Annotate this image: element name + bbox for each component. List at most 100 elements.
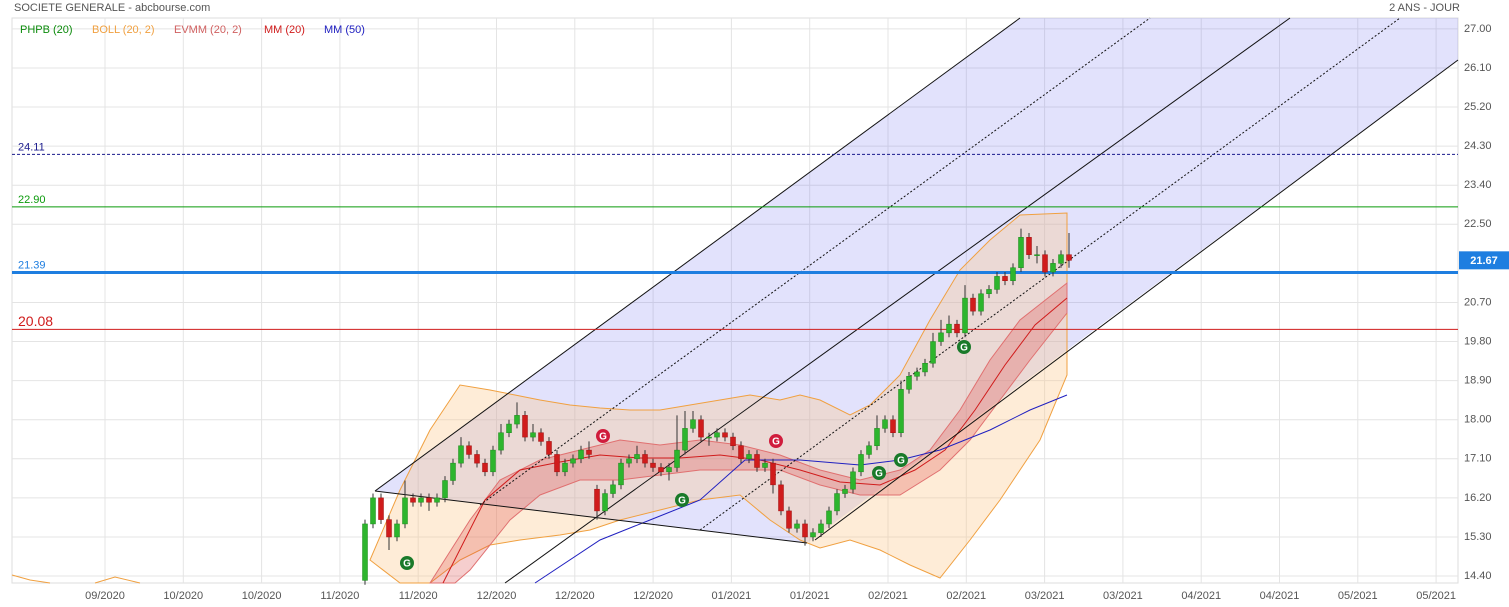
candle-body	[986, 289, 992, 295]
candle-body	[1034, 254, 1040, 256]
signal-label: G	[772, 437, 780, 448]
candle-body	[978, 293, 984, 312]
signal-marker	[872, 466, 886, 480]
x-tick-label: 10/2020	[163, 590, 203, 602]
candle-body	[930, 341, 936, 364]
x-tick-label: 05/2021	[1416, 590, 1456, 602]
candle-body	[1050, 263, 1056, 273]
y-tick-label: 18.00	[1464, 414, 1492, 426]
candle-body	[362, 523, 368, 581]
candle-body	[810, 532, 816, 538]
signal-marker	[596, 429, 610, 443]
candle-body	[1026, 237, 1032, 255]
candle-body	[602, 493, 608, 512]
candle-body	[842, 488, 848, 494]
candle-body	[410, 497, 416, 503]
channel-upper	[374, 17, 1021, 492]
x-tick-label: 10/2020	[242, 590, 282, 602]
candle-body	[906, 376, 912, 390]
signal-marker	[400, 556, 414, 570]
signal-marker	[675, 493, 689, 507]
candle-body	[706, 436, 712, 439]
candle-body	[970, 297, 976, 312]
candle-body	[858, 454, 864, 473]
y-tick-label: 20.70	[1464, 296, 1492, 308]
x-tick-label: 01/2021	[712, 590, 752, 602]
candle-body	[786, 510, 792, 529]
legend-entry: MM (20)	[264, 24, 305, 36]
candle-body	[402, 497, 408, 525]
candle-body	[1010, 267, 1016, 281]
candle-body	[634, 454, 640, 460]
candle-body	[1002, 276, 1008, 281]
candle-body	[610, 484, 616, 494]
x-tick-label: 12/2020	[633, 590, 673, 602]
signal-marker	[894, 453, 908, 467]
x-tick-label: 12/2020	[555, 590, 595, 602]
level-label: 21.39	[18, 259, 46, 271]
candle-body	[498, 432, 504, 451]
candle-body	[778, 484, 784, 512]
signal-marker	[769, 434, 783, 448]
x-tick-label: 02/2021	[868, 590, 908, 602]
last-price-box	[1459, 251, 1509, 270]
y-tick-label: 22.50	[1464, 218, 1492, 230]
candle-body	[626, 458, 632, 464]
candle-body	[922, 363, 928, 373]
candle-body	[770, 462, 776, 486]
candle-body	[914, 371, 920, 377]
candle-body	[1058, 254, 1064, 264]
candle-body	[450, 462, 456, 481]
candle-body	[834, 493, 840, 512]
level-label: 22.90	[18, 194, 46, 206]
candle-body	[618, 462, 624, 486]
signal-label: G	[403, 559, 411, 570]
channel-dotted	[699, 17, 1401, 531]
candle-body	[1042, 254, 1048, 273]
candle-body	[994, 276, 1000, 290]
signal-label: G	[897, 456, 905, 467]
y-tick-label: 18.90	[1464, 375, 1492, 387]
plot-area	[11, 17, 1459, 584]
signal-marker	[957, 340, 971, 354]
candle-body	[794, 523, 800, 529]
candle-body	[882, 419, 888, 429]
candle-body	[730, 436, 736, 447]
candle-body	[442, 480, 448, 499]
candle-body	[562, 462, 568, 473]
candle-body	[762, 462, 768, 468]
x-tick-label: 03/2021	[1025, 590, 1065, 602]
x-tick-label: 02/2021	[946, 590, 986, 602]
y-tick-label: 26.10	[1464, 62, 1492, 74]
bollinger-band	[369, 212, 1068, 584]
candle-body	[482, 462, 488, 473]
candle-body	[538, 432, 544, 442]
candle-body	[1018, 237, 1024, 268]
x-tick-label: 05/2021	[1338, 590, 1378, 602]
candle-body	[818, 523, 824, 533]
signal-label: G	[875, 469, 883, 480]
channel-fill	[375, 18, 1458, 543]
y-tick-label: 17.10	[1464, 453, 1492, 465]
candle-body	[690, 419, 696, 429]
candle-body	[802, 523, 808, 538]
candle-body	[962, 297, 968, 334]
chart-title: SOCIETE GENERALE - abcbourse.com	[14, 2, 210, 14]
legend-entry: EVMM (20, 2)	[174, 24, 242, 36]
legend-entry: PHPB (20)	[20, 24, 73, 36]
candle-body	[522, 415, 528, 438]
candle-body	[674, 449, 680, 468]
candle-body	[666, 467, 672, 473]
candle-body	[746, 454, 752, 460]
period-label: 2 ANS - JOUR	[1389, 2, 1460, 14]
channel-middle	[504, 17, 1291, 584]
candle-body	[458, 445, 464, 464]
candle-body	[954, 323, 960, 334]
candle-body	[506, 423, 512, 433]
y-tick-label: 19.80	[1464, 335, 1492, 347]
signal-label: G	[960, 343, 968, 354]
candle-body	[650, 462, 656, 468]
candle-body	[658, 467, 664, 473]
candle-body	[722, 432, 728, 438]
